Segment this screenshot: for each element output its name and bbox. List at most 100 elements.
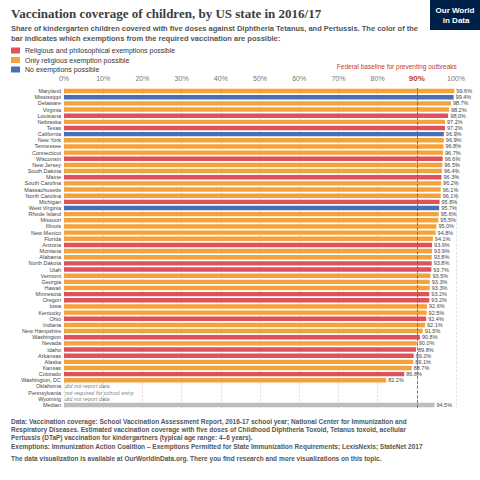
svg-text:Oklahoma: Oklahoma: [36, 383, 62, 389]
svg-text:New York: New York: [38, 137, 61, 143]
svg-text:92.4%: 92.4%: [428, 316, 444, 322]
svg-text:96.2%: 96.2%: [443, 180, 459, 186]
svg-text:Colorado: Colorado: [39, 371, 61, 377]
svg-text:Ohio: Ohio: [49, 316, 61, 322]
svg-text:Pennsylvania: Pennsylvania: [28, 390, 62, 396]
svg-text:Rhode Island: Rhode Island: [29, 211, 61, 217]
svg-text:95.5%: 95.5%: [440, 217, 456, 223]
svg-text:97.2%: 97.2%: [447, 119, 463, 125]
svg-text:82.2%: 82.2%: [388, 377, 404, 383]
svg-text:did not report data: did not report data: [65, 396, 110, 402]
svg-text:Connecticut: Connecticut: [32, 150, 62, 156]
svg-text:Florida: Florida: [44, 236, 62, 242]
svg-text:Religious and philosophical ex: Religious and philosophical exemptions p…: [25, 47, 175, 55]
svg-text:Maine: Maine: [46, 174, 61, 180]
svg-text:97.2%: 97.2%: [447, 125, 463, 131]
svg-text:96.1%: 96.1%: [443, 187, 459, 193]
svg-text:94.1%: 94.1%: [435, 236, 451, 242]
svg-text:0%: 0%: [59, 75, 69, 82]
svg-text:93.7%: 93.7%: [433, 267, 449, 273]
svg-text:30%: 30%: [175, 75, 189, 82]
svg-text:60%: 60%: [292, 75, 306, 82]
svg-text:20%: 20%: [135, 75, 149, 82]
svg-text:did not report data: did not report data: [65, 383, 110, 389]
svg-text:South Carolina: South Carolina: [25, 180, 62, 186]
svg-text:80%: 80%: [371, 75, 385, 82]
svg-text:10%: 10%: [96, 75, 110, 82]
svg-text:Arizona: Arizona: [42, 242, 62, 248]
svg-text:Montana: Montana: [40, 248, 62, 254]
svg-text:Oregon: Oregon: [43, 297, 61, 303]
svg-text:98.7%: 98.7%: [453, 100, 469, 106]
svg-text:Kentucky: Kentucky: [38, 310, 61, 316]
svg-text:No exemptions possible: No exemptions possible: [25, 66, 99, 74]
svg-text:Vaccination coverage of childr: Vaccination coverage of children, by US …: [11, 6, 322, 21]
svg-text:Data: Vaccination coverage: Sc: Data: Vaccination coverage: School Vacci…: [11, 418, 408, 426]
svg-text:96.1%: 96.1%: [443, 193, 459, 199]
svg-text:40%: 40%: [214, 75, 228, 82]
svg-text:South Dakota: South Dakota: [28, 168, 62, 174]
svg-text:Maryland: Maryland: [38, 88, 61, 94]
svg-text:92.1%: 92.1%: [427, 322, 443, 328]
svg-text:Kansas: Kansas: [43, 365, 62, 371]
svg-text:Iowa: Iowa: [49, 303, 62, 309]
svg-text:Michigan: Michigan: [39, 199, 61, 205]
svg-text:Nebraska: Nebraska: [37, 119, 61, 125]
svg-text:94.5%: 94.5%: [436, 402, 452, 408]
svg-text:90.8%: 90.8%: [422, 334, 438, 340]
svg-text:100%: 100%: [447, 75, 465, 82]
svg-text:99.4%: 99.4%: [456, 94, 472, 100]
svg-text:93.8%: 93.8%: [434, 260, 450, 266]
svg-text:Utah: Utah: [49, 267, 61, 273]
svg-text:96.5%: 96.5%: [444, 162, 460, 168]
svg-text:96.9%: 96.9%: [446, 137, 462, 143]
svg-text:Share of kindergarten children: Share of kindergarten children covered w…: [11, 24, 420, 33]
svg-text:Minnesota: Minnesota: [36, 291, 62, 297]
svg-text:Wisconsin: Wisconsin: [36, 156, 61, 162]
svg-text:92.5%: 92.5%: [429, 310, 445, 316]
svg-text:96.8%: 96.8%: [445, 143, 461, 149]
svg-text:Idaho: Idaho: [47, 347, 61, 353]
svg-text:98.0%: 98.0%: [450, 113, 466, 119]
svg-text:96.9%: 96.9%: [446, 131, 462, 137]
svg-text:95.0%: 95.0%: [438, 223, 454, 229]
svg-text:Federal baseline for preventin: Federal baseline for preventing outbreak…: [337, 63, 458, 71]
svg-text:92.6%: 92.6%: [429, 303, 445, 309]
svg-text:Mississippi: Mississippi: [34, 94, 61, 100]
svg-text:Vermont: Vermont: [41, 273, 62, 279]
svg-text:Delaware: Delaware: [38, 100, 61, 106]
svg-text:New Hampshire: New Hampshire: [22, 328, 61, 334]
svg-text:Virginia: Virginia: [43, 107, 62, 113]
svg-text:93.9%: 93.9%: [434, 242, 450, 248]
svg-text:Respiratory Diseases. Estimate: Respiratory Diseases. Estimated vaccinat…: [11, 426, 408, 434]
svg-text:Washington, DC: Washington, DC: [21, 377, 61, 383]
svg-text:Exemptions: Immunization Actio: Exemptions: Immunization Action Coalitio…: [11, 443, 423, 451]
svg-text:95.8%: 95.8%: [442, 199, 458, 205]
svg-text:Alaska: Alaska: [44, 359, 61, 365]
svg-text:Only religious exemption possi: Only religious exemption possible: [25, 57, 129, 65]
svg-text:Illinois: Illinois: [46, 223, 62, 229]
svg-text:Texas: Texas: [47, 125, 62, 131]
svg-text:North Dakota: North Dakota: [29, 260, 62, 266]
svg-text:North Carolina: North Carolina: [26, 193, 62, 199]
svg-text:98.2%: 98.2%: [451, 107, 467, 113]
svg-text:93.3%: 93.3%: [432, 285, 448, 291]
svg-text:99.6%: 99.6%: [456, 88, 472, 94]
svg-text:96.4%: 96.4%: [444, 168, 460, 174]
svg-text:86.8%: 86.8%: [406, 371, 422, 377]
svg-text:93.2%: 93.2%: [431, 291, 447, 297]
svg-text:Pertussis (DTaP) vaccination f: Pertussis (DTaP) vaccination for kinderg…: [11, 434, 253, 442]
svg-text:96.6%: 96.6%: [445, 156, 461, 162]
svg-text:New Mexico: New Mexico: [31, 230, 61, 236]
svg-text:Tennessee: Tennessee: [34, 143, 61, 149]
svg-text:90%: 90%: [409, 74, 425, 83]
svg-text:93.8%: 93.8%: [434, 254, 450, 260]
svg-text:West Virginia: West Virginia: [29, 205, 62, 211]
svg-text:Nevada: Nevada: [42, 340, 62, 346]
svg-text:The data visualization is avai: The data visualization is available at O…: [11, 455, 382, 463]
svg-text:Our World: Our World: [436, 6, 475, 15]
svg-text:Massachusetts: Massachusetts: [24, 187, 61, 193]
svg-text:bar indicates which exemptions: bar indicates which exemptions from the …: [11, 34, 280, 43]
svg-text:95.6%: 95.6%: [441, 211, 457, 217]
svg-text:88.7%: 88.7%: [414, 365, 430, 371]
